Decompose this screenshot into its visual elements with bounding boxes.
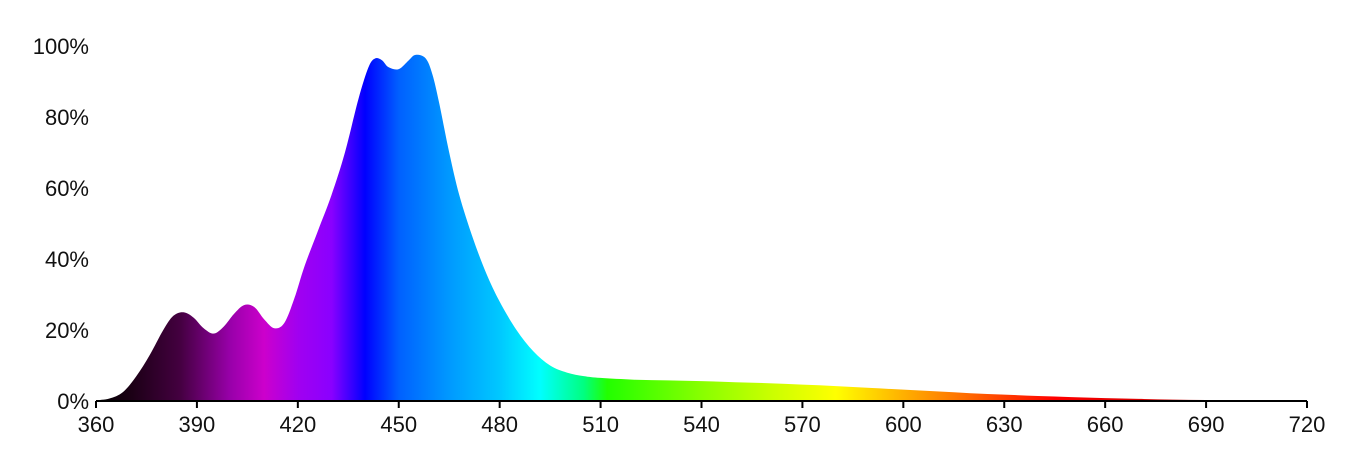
x-axis: 360 390 420 450 480 510 540 570 600 630 660 690 720 bbox=[78, 400, 1326, 437]
x-tick-label: 450 bbox=[380, 412, 417, 437]
x-tick-label: 600 bbox=[885, 412, 922, 437]
x-tick-label: 510 bbox=[582, 412, 619, 437]
y-tick-label: 100% bbox=[33, 34, 89, 59]
y-tick-label: 60% bbox=[45, 176, 89, 201]
y-tick-label: 0% bbox=[57, 389, 89, 414]
spectrum-area bbox=[96, 54, 1307, 402]
y-tick-label: 20% bbox=[45, 318, 89, 343]
y-tick-label: 40% bbox=[45, 247, 89, 272]
x-tick-label: 660 bbox=[1087, 412, 1124, 437]
y-axis: 0% 20% 40% 60% 80% 100% bbox=[33, 34, 89, 414]
x-tick-label: 630 bbox=[986, 412, 1023, 437]
x-tick-label: 720 bbox=[1289, 412, 1326, 437]
x-tick-label: 390 bbox=[179, 412, 216, 437]
x-tick-label: 690 bbox=[1188, 412, 1225, 437]
x-tick-label: 570 bbox=[784, 412, 821, 437]
x-tick-label: 360 bbox=[78, 412, 115, 437]
x-tick-label: 480 bbox=[481, 412, 518, 437]
x-tick-label: 540 bbox=[683, 412, 720, 437]
y-tick-label: 80% bbox=[45, 105, 89, 130]
x-tick-label: 420 bbox=[279, 412, 316, 437]
